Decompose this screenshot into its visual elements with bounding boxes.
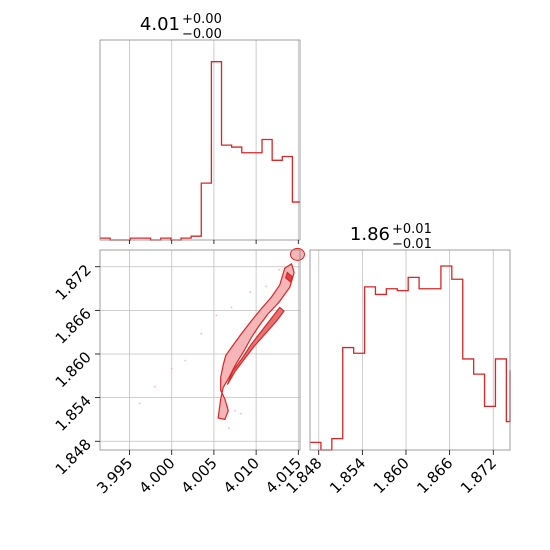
title-param1-upper-error: +0.00	[182, 12, 222, 27]
axes-frame	[99, 249, 301, 451]
scatter-point	[138, 402, 141, 405]
x-tick-label: 1.872	[457, 454, 500, 497]
x-tick-label: 1.860	[370, 454, 413, 497]
y-tick-label: 1.854	[52, 392, 95, 435]
y-tick-label: 1.866	[52, 304, 95, 347]
title-param2-value: 1.86	[350, 224, 390, 245]
x-tick-label: 3.995	[93, 454, 136, 497]
title-param1-lower-error: −0.00	[182, 27, 222, 42]
axes-frame	[309, 249, 511, 451]
scatter-point	[184, 359, 187, 362]
x-tick-label: 4.010	[220, 454, 263, 497]
scatter-point	[228, 427, 231, 430]
title-param2-upper-error: +0.01	[392, 222, 432, 237]
hist-panel-bottom-right: 1.86 +0.01−0.011.848 1.854 1.860 1.866 1.872	[282, 222, 511, 497]
title-param1-value: 4.01	[140, 14, 180, 35]
x-tick-label: 1.866	[413, 454, 456, 497]
scatter-point	[230, 306, 233, 309]
contour-peak	[284, 271, 294, 284]
scatter-point	[215, 314, 218, 317]
contour-inner	[226, 306, 285, 385]
contour-outer	[217, 262, 295, 421]
x-tick-label: 4.005	[178, 454, 221, 497]
histogram-step	[100, 61, 300, 241]
y-tick-label: 1.860	[52, 348, 95, 391]
scatter-point	[170, 367, 173, 370]
hist-panel-top-left: 4.01 +0.00−0.00	[99, 12, 301, 244]
axes-frame	[99, 39, 301, 241]
scatter-point	[234, 409, 236, 412]
title-param2-lower-error: −0.01	[392, 237, 432, 252]
y-tick-label: 1.848	[52, 435, 95, 478]
scatter-point	[153, 385, 156, 388]
scatter-point	[240, 412, 242, 415]
contour-panel-bottom-left: 3.995 4.000 4.005 4.010 4.0151.8481.8541.860…	[52, 247, 305, 497]
contour-edge-region	[289, 247, 305, 261]
x-tick-label: 1.854	[326, 454, 369, 497]
x-tick-label: 4.000	[135, 454, 178, 497]
y-tick-label: 1.872	[52, 261, 95, 304]
histogram-step	[310, 265, 511, 451]
scatter-point	[249, 291, 252, 294]
scatter-point	[265, 285, 268, 288]
scatter-point	[200, 332, 203, 335]
scatter-point	[278, 268, 280, 271]
